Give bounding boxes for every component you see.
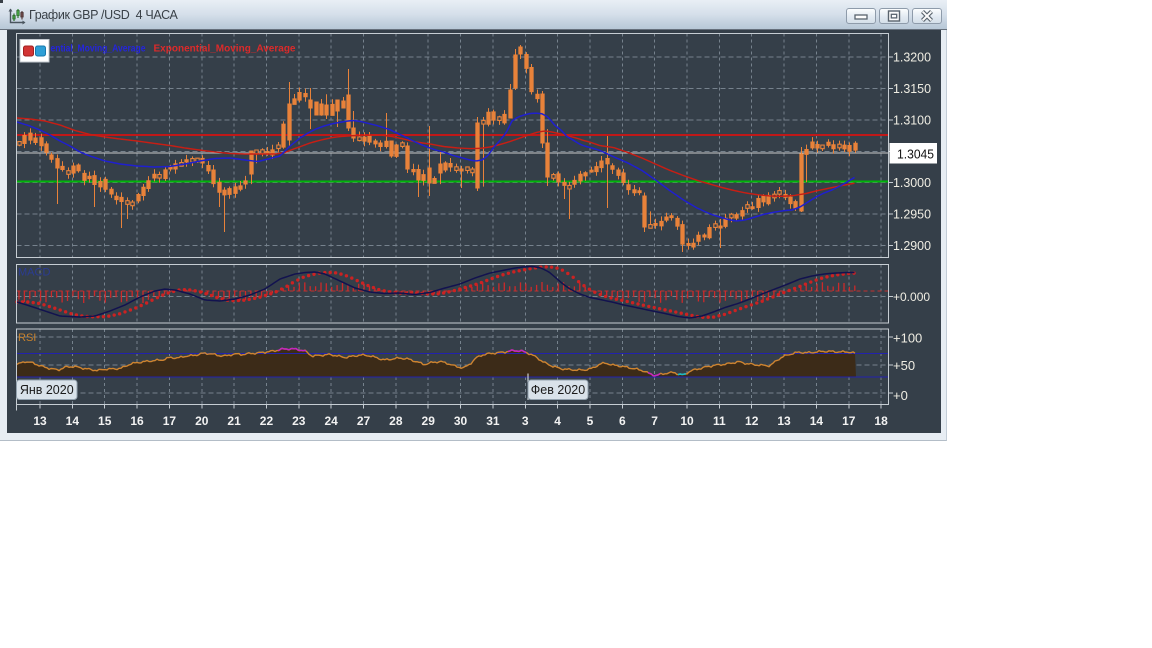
svg-text:20: 20 [195,414,209,428]
svg-text:22: 22 [260,414,274,428]
svg-text:Фев 2020: Фев 2020 [531,383,585,397]
svg-text:+0.000: +0.000 [893,290,930,304]
svg-text:1.3150: 1.3150 [893,81,931,96]
svg-text:7: 7 [651,414,658,428]
svg-text:21: 21 [227,414,241,428]
svg-text:13: 13 [33,414,47,428]
svg-text:Янв 2020: Янв 2020 [20,383,74,397]
svg-text:31: 31 [486,414,500,428]
svg-text:28: 28 [389,414,403,428]
svg-text:ential_Moving_Average: ential_Moving_Average [51,43,146,55]
svg-text:Exponential_Moving_Average: Exponential_Moving_Average [154,43,296,55]
svg-text:1.2900: 1.2900 [893,238,931,253]
svg-text:4: 4 [554,414,561,428]
svg-text:14: 14 [810,414,824,428]
svg-text:24: 24 [324,414,338,428]
svg-text:RSI: RSI [18,332,36,344]
svg-text:29: 29 [422,414,436,428]
svg-text:13: 13 [777,414,791,428]
svg-text:3: 3 [522,414,529,428]
svg-text:12: 12 [745,414,759,428]
svg-text:27: 27 [357,414,371,428]
svg-text:+100: +100 [893,331,922,346]
svg-text:1.2950: 1.2950 [893,207,931,222]
svg-text:17: 17 [163,414,177,428]
svg-text:17: 17 [842,414,856,428]
svg-text:+0: +0 [893,388,908,403]
svg-text:11: 11 [713,414,726,428]
svg-text:23: 23 [292,414,306,428]
svg-text:5: 5 [587,414,594,428]
svg-text:1.3100: 1.3100 [893,112,931,127]
svg-text:14: 14 [66,414,80,428]
svg-text:30: 30 [454,414,468,428]
svg-text:MACD: MACD [18,267,50,279]
svg-text:18: 18 [874,414,888,428]
svg-text:15: 15 [98,414,112,428]
svg-text:6: 6 [619,414,626,428]
svg-text:10: 10 [680,414,694,428]
svg-text:1.3045: 1.3045 [897,147,934,162]
svg-text:1.3200: 1.3200 [893,50,931,65]
svg-text:16: 16 [130,414,144,428]
svg-text:1.3000: 1.3000 [893,175,931,190]
svg-text:+50: +50 [893,358,915,373]
